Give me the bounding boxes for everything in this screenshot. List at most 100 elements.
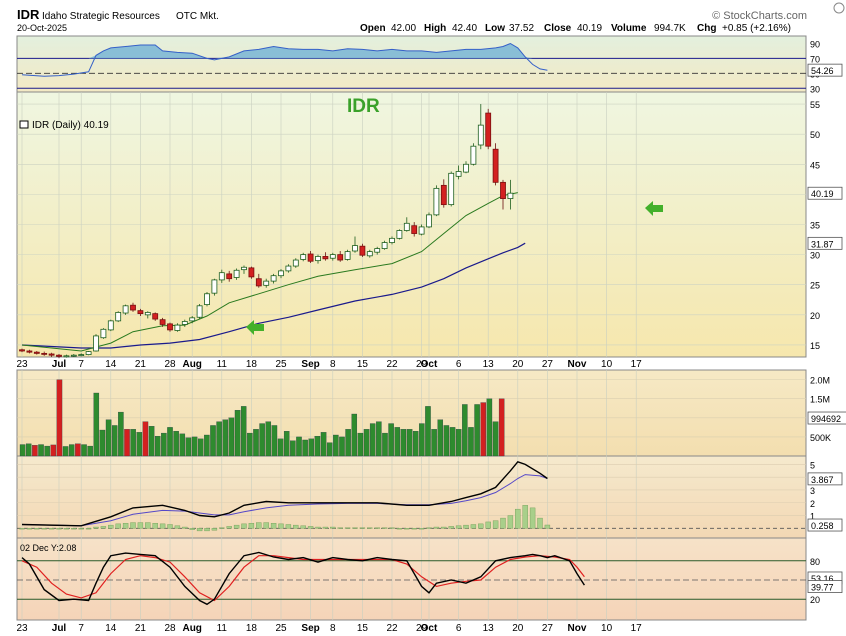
macd-histogram-bar [152,523,158,529]
candle-body [470,145,477,165]
x-tick-label: 20 [512,359,524,370]
volume-bar [394,427,401,457]
open-value: 42.00 [391,23,416,34]
x-tick-label: Jul [52,623,67,634]
macd-last-value: 3.867 [811,475,834,485]
macd-histogram-bar [344,527,351,529]
candle-body [337,254,344,261]
x-tick-label: 7 [78,623,84,634]
volume-bar [44,445,50,457]
volume-bar [290,440,296,457]
x-tick-label: 27 [542,623,554,634]
volume-bar [191,436,198,457]
volume-bar [228,417,235,457]
macd-histogram-bar [182,526,188,529]
x-tick-label: 10 [601,623,613,634]
close-label: Close [544,23,572,34]
volume-bar [38,444,44,457]
macd-histogram-bar [248,523,255,529]
macd-histogram-bar [470,524,477,529]
x-tick-label: 25 [275,623,287,634]
company-name: Idaho Strategic Resources [42,11,160,22]
volume-bar [486,398,493,457]
volume-bar [474,404,480,457]
macd-histogram-bar [463,524,469,529]
candle-body [255,278,262,287]
symbol-watermark: IDR [347,96,380,117]
macd-histogram-bar [26,528,33,530]
volume-bar [382,432,388,457]
x-tick-label: Nov [568,623,587,634]
volume-last-value: 994692 [811,414,841,424]
x-tick-label: 21 [135,359,147,370]
macd-histogram-bar [34,528,40,530]
macd-histogram-bar [300,525,306,529]
chart-header: IDR Idaho Strategic Resources OTC Mkt. 2… [17,7,807,34]
macd-hist-last-value-tag [807,518,843,532]
x-tick-label: 22 [386,359,398,370]
macd-histogram-bar [41,528,47,530]
volume-bar [468,427,474,457]
x-tick-label: 13 [483,359,495,370]
macd-histogram-bar [381,527,388,529]
macd-signal-line [21,474,548,527]
volume-bar [148,426,155,457]
volume-last-value-tag [807,411,846,425]
volume-bar [142,421,149,457]
ohlc-readout: Open 42.00 High 42.40 Low 37.52 Close 40… [360,23,791,34]
candle-body [440,184,447,206]
volume-bar [253,429,259,457]
volume-bar [443,425,450,457]
candle-body [352,245,358,252]
candle-body [218,272,225,281]
volume-bar [185,437,192,457]
x-tick-label: 29 [416,623,428,634]
macd-histogram-bar [529,507,536,529]
x-tick-label: Oct [421,623,438,634]
stochastic-k-last-value: 39.77 [811,583,834,593]
candle-body [93,335,99,352]
candle-body [115,312,122,322]
x-tick-label: 22 [386,623,398,634]
macd-y-tick: 1 [810,512,815,522]
x-tick-label: 15 [357,623,369,634]
macd-histogram-bar [285,524,292,529]
volume-bar [283,431,290,457]
arrow-icon [645,201,663,216]
candle-body [307,253,314,262]
volume-bar [369,423,376,457]
candle-body [389,237,395,243]
macd-histogram-bar [396,528,403,530]
volume-value: 994.7K [654,23,686,34]
volume-bar [62,446,69,457]
price-y-tick: 55 [810,100,820,110]
pin-button[interactable] [833,2,845,14]
rsi-line [21,42,548,77]
x-tick-label: 18 [246,623,258,634]
volume-bar [308,438,315,457]
macd-histogram-bar [115,523,121,529]
x-tick-label: 6 [456,359,462,370]
x-tick-label: 20 [512,623,524,634]
price-y-tick: 50 [810,130,820,140]
candle-body [292,259,299,267]
stochastic-label: 02 Dec Y:2.08 [20,543,76,553]
rsi-y-tick: 90 [810,39,820,49]
ma-long-last-value-tag [807,236,843,250]
volume-bar [431,429,437,457]
macd-hist-last-value: 0.258 [811,521,834,531]
volume-bar [351,413,358,457]
macd-histogram-bar [256,522,262,529]
x-tick-label: Aug [182,359,201,370]
macd-y-tick: 2 [810,499,815,509]
volume-bar [87,445,93,457]
macd-histogram-bar [500,517,506,529]
candle-body [426,214,432,228]
macd-y-tick: 3 [810,486,815,496]
macd-histogram-bar [145,522,151,529]
volume-bar [75,443,81,457]
x-tick-label: 21 [135,623,147,634]
macd-histogram-bar [522,505,528,529]
brand-logo: © StockCharts.com [712,10,807,22]
x-tick-label: 10 [601,359,613,370]
